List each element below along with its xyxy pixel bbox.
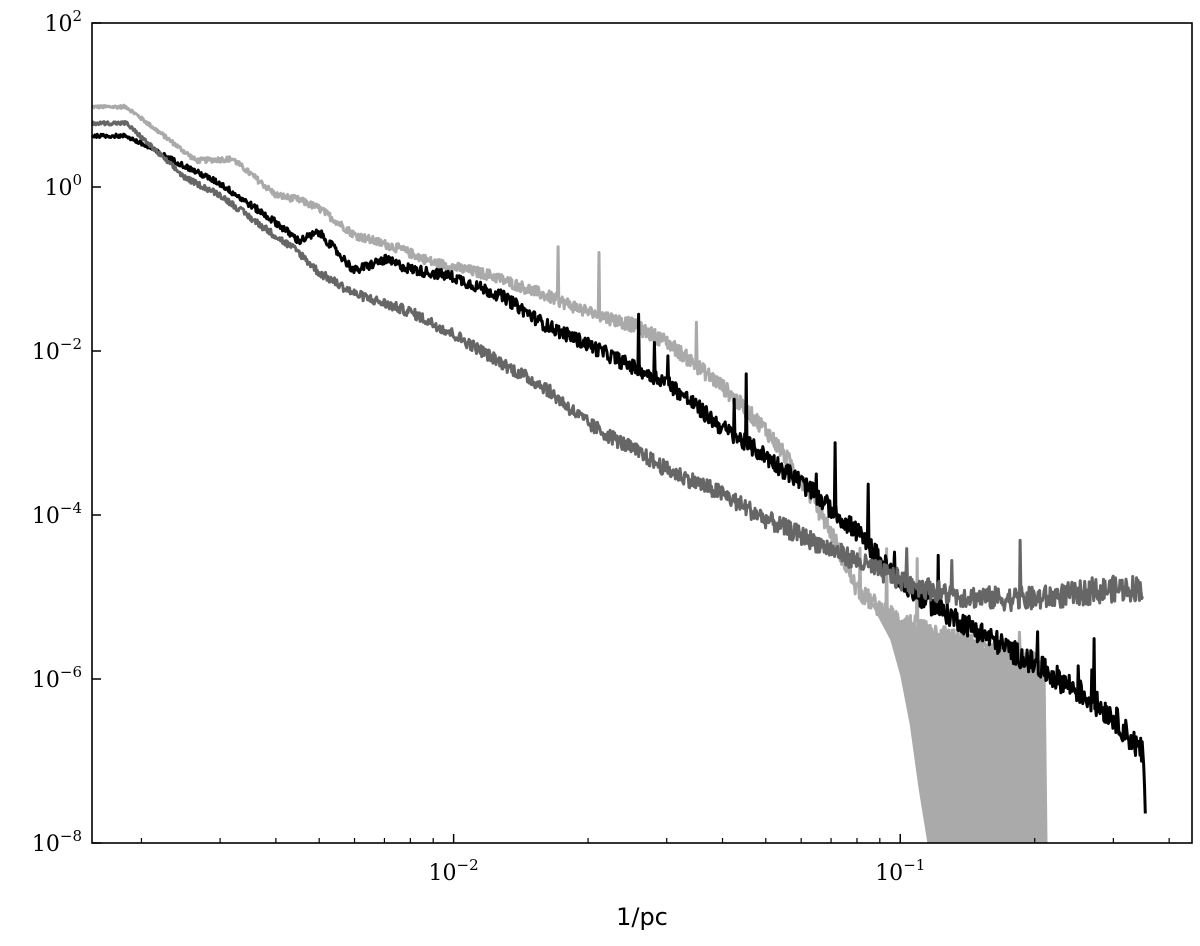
x-tick-label: 10−2 — [429, 856, 479, 886]
y-tick-label: 100 — [44, 171, 82, 201]
series-0-line — [91, 103, 1048, 844]
series-layer — [91, 103, 1147, 844]
y-tick-label: 10−8 — [32, 827, 82, 857]
series-2 — [91, 120, 1144, 613]
plot-frame — [91, 22, 1193, 844]
series-0 — [91, 103, 1048, 844]
y-tick-label: 102 — [44, 7, 82, 37]
y-tick-label: 10−4 — [32, 499, 82, 529]
x-axis-label: 1/pc — [616, 903, 668, 931]
ticks-layer: 10−2 10−1 102 100 10−2 10−4 10−6 10−8 — [32, 7, 1170, 886]
x-tick-label: 10−1 — [875, 856, 925, 886]
series-1 — [91, 132, 1147, 814]
series-1-line — [91, 132, 1147, 814]
series-0-band — [868, 599, 1046, 843]
series-2-line — [91, 120, 1144, 613]
y-tick-label: 10−6 — [32, 663, 82, 693]
y-tick-label: 10−2 — [32, 335, 82, 365]
axes-layer — [91, 22, 1193, 844]
